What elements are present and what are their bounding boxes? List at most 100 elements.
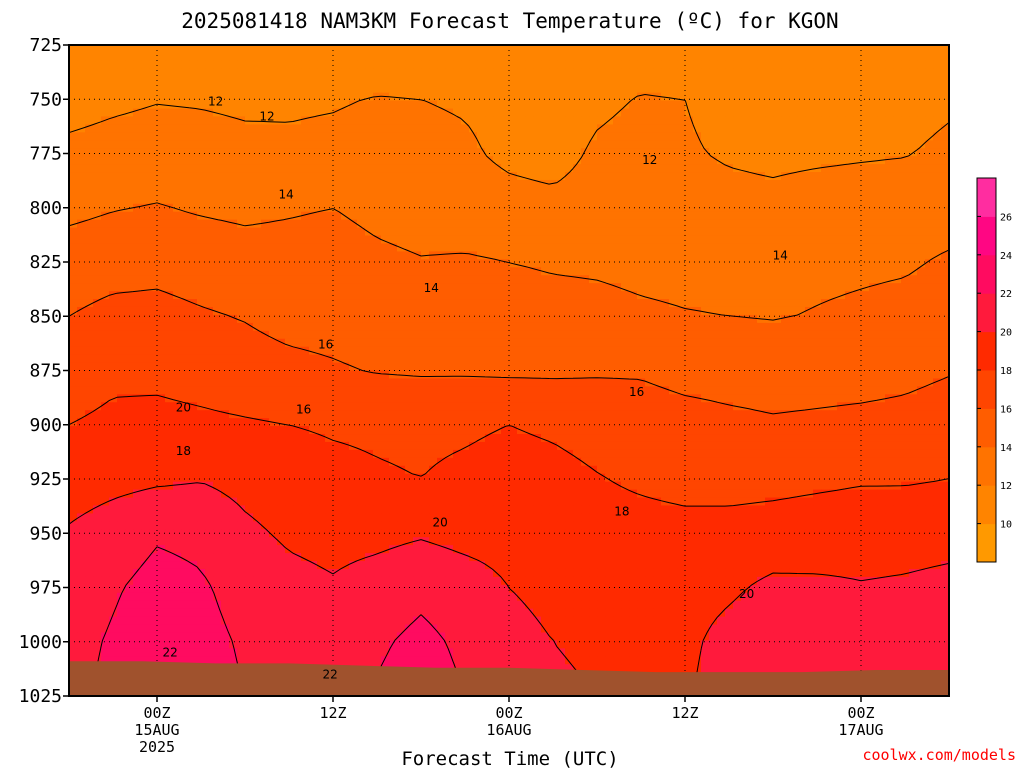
temperature-cell [869, 45, 878, 54]
temperature-cell [725, 108, 734, 118]
temperature-cell [221, 84, 230, 94]
temperature-cell [885, 322, 894, 332]
temperature-cell [797, 330, 806, 340]
temperature-cell [909, 299, 918, 308]
temperature-cell [829, 187, 838, 197]
temperature-cell [605, 386, 614, 395]
temperature-cell [133, 306, 142, 316]
temperature-cell [453, 116, 462, 125]
temperature-cell [925, 306, 934, 316]
temperature-cell [845, 235, 854, 245]
temperature-cell [269, 354, 278, 364]
temperature-cell [293, 172, 302, 181]
temperature-cell [525, 291, 534, 300]
temperature-cell [469, 148, 478, 157]
temperature-cell [621, 283, 630, 292]
temperature-cell [741, 68, 750, 78]
temperature-cell [93, 100, 102, 110]
temperature-cell [717, 362, 726, 372]
temperature-cell [885, 132, 894, 141]
temperature-cell [101, 132, 110, 141]
temperature-cell [253, 251, 262, 260]
temperature-cell [533, 84, 542, 94]
temperature-cell [413, 275, 422, 284]
temperature-cell [77, 203, 86, 213]
temperature-cell [221, 402, 230, 411]
temperature-cell [917, 283, 926, 292]
temperature-cell [93, 148, 102, 157]
temperature-cell [629, 203, 638, 213]
temperature-cell [213, 100, 222, 110]
temperature-cell [901, 227, 910, 237]
temperature-cell [325, 84, 334, 94]
temperature-cell [677, 211, 686, 221]
temperature-cell [629, 140, 638, 149]
temperature-cell [845, 370, 854, 380]
temperature-cell [173, 338, 182, 348]
temperature-cell [805, 283, 814, 292]
temperature-cell [341, 259, 350, 268]
temperature-cell [157, 259, 166, 268]
temperature-cell [181, 68, 190, 78]
temperature-cell [93, 354, 102, 364]
temperature-cell [541, 346, 550, 356]
temperature-cell [173, 362, 182, 372]
temperature-cell [693, 314, 702, 324]
temperature-cell [85, 243, 94, 253]
temperature-cell [605, 187, 614, 197]
temperature-cell [421, 172, 430, 181]
temperature-cell [653, 45, 662, 54]
temperature-cell [245, 124, 254, 133]
temperature-cell [773, 275, 782, 284]
temperature-cell [613, 52, 622, 62]
temperature-cell [605, 76, 614, 86]
temperature-cell [253, 394, 262, 403]
temperature-cell [269, 68, 278, 78]
temperature-cell [365, 84, 374, 94]
temperature-cell [237, 362, 246, 372]
temperature-cell [205, 156, 214, 165]
temperature-cell [813, 211, 822, 221]
temperature-cell [509, 338, 518, 348]
temperature-cell [77, 386, 86, 395]
temperature-cell [437, 259, 446, 268]
temperature-cell [693, 60, 702, 70]
temperature-cell [293, 84, 302, 94]
temperature-cell [749, 68, 758, 78]
temperature-cell [573, 322, 582, 332]
temperature-cell [669, 116, 678, 125]
temperature-cell [925, 211, 934, 221]
temperature-cell [437, 306, 446, 316]
temperature-cell [693, 45, 702, 54]
temperature-cell [677, 394, 686, 403]
temperature-cell [653, 172, 662, 181]
temperature-cell [229, 259, 238, 268]
temperature-cell [125, 362, 134, 372]
temperature-cell [469, 338, 478, 348]
temperature-cell [365, 370, 374, 380]
temperature-cell [205, 164, 214, 173]
temperature-cell [149, 267, 158, 276]
temperature-cell [557, 52, 566, 62]
temperature-cell [77, 187, 86, 197]
temperature-cell [757, 330, 766, 340]
temperature-cell [573, 235, 582, 245]
temperature-cell [501, 45, 510, 54]
temperature-cell [813, 132, 822, 141]
temperature-cell [101, 402, 110, 411]
temperature-cell [661, 322, 670, 332]
temperature-cell [517, 394, 526, 403]
temperature-cell [733, 203, 742, 213]
temperature-cell [765, 322, 774, 332]
temperature-cell [245, 362, 254, 372]
temperature-cell [589, 267, 598, 276]
temperature-cell [845, 84, 854, 94]
temperature-cell [869, 338, 878, 348]
temperature-cell [453, 235, 462, 245]
temperature-cell [381, 259, 390, 268]
temperature-cell [421, 132, 430, 141]
temperature-cell [605, 243, 614, 253]
temperature-cell [509, 76, 518, 86]
temperature-cell [325, 243, 334, 253]
temperature-cell [269, 322, 278, 332]
